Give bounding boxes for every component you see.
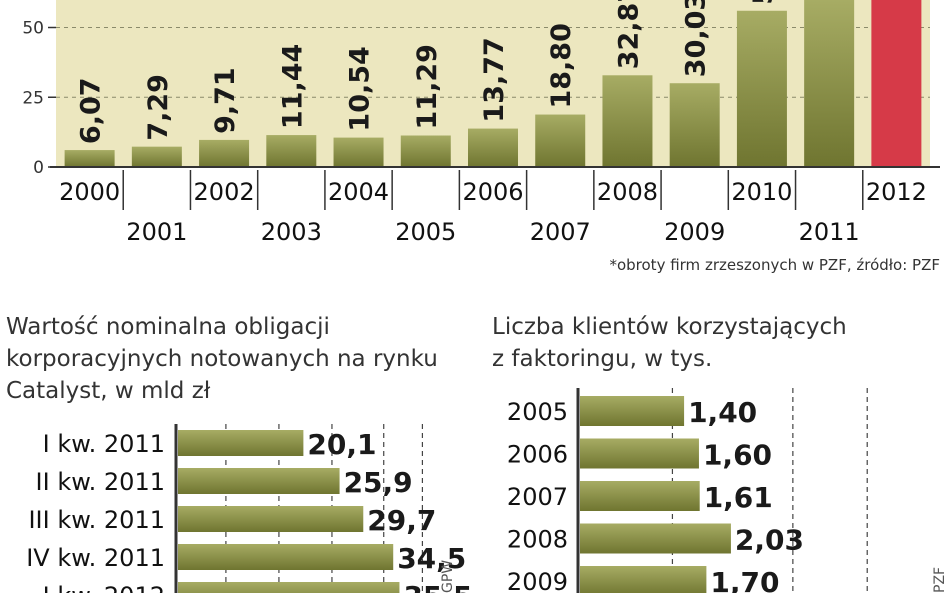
top-bar (64, 150, 115, 167)
top-bar (804, 0, 855, 167)
top-value-label: 32,87 (613, 0, 644, 69)
top-value-label: 30,03 (681, 0, 712, 77)
top-x-tick-label: 2006 (462, 178, 523, 206)
top-y-tick-label: 0 (33, 158, 44, 178)
top-bar (333, 137, 384, 167)
bonds-title-line-1: Wartość nominalna obligacji (6, 314, 330, 340)
top-y-tick-label: 25 (22, 88, 44, 108)
top-value-label: 6,07 (76, 77, 107, 144)
top-bar (400, 135, 451, 167)
top-x-tick-label: 2001 (126, 218, 187, 246)
top-x-tick-label: 2002 (194, 178, 255, 206)
clients-category-label: 2009 (507, 568, 568, 593)
clients-bars: 2005 1,40 2006 1,60 2007 1,61 2008 2,03 2009 1,70 (507, 396, 804, 593)
clients-chart: Liczba klientów korzystających z faktori… (492, 314, 948, 593)
top-value-label: 13,77 (479, 37, 510, 122)
bonds-bar (178, 544, 394, 570)
bonds-chart: Wartość nominalna obligacji korporacyjny… (6, 314, 473, 593)
bonds-category-label: II kw. 2011 (36, 468, 165, 496)
top-x-tick-label: 2010 (731, 178, 792, 206)
clients-bar (580, 566, 707, 593)
bonds-bar (178, 582, 400, 593)
clients-bar (580, 396, 685, 426)
clients-category-label: 2006 (507, 441, 568, 469)
bonds-source: GPW (440, 560, 456, 593)
clients-bar (580, 438, 699, 469)
top-bar (468, 128, 518, 167)
top-x-tick-label: 2011 (799, 218, 860, 246)
clients-bar (580, 481, 700, 511)
bonds-category-label: I kw. 2012 (43, 582, 165, 593)
bonds-bars: I kw. 2011 20,1 II kw. 2011 25,9 III kw. 201… (26, 428, 473, 593)
bonds-category-label: IV kw. 2011 (26, 544, 165, 572)
top-footnote: *obroty firm zrzeszonych w PZF, źródło: … (609, 256, 940, 274)
top-bar (131, 146, 182, 167)
bonds-category-label: I kw. 2011 (43, 430, 165, 458)
bonds-value-label: 29,7 (367, 504, 436, 537)
top-bar-chart: 6,07 7,29 9,71 11,44 10,54 11,29 13,77 18,80 32,… (22, 0, 940, 274)
top-x-tick-label: 2003 (261, 218, 322, 246)
bonds-bar (178, 430, 304, 456)
top-y-ticks: 0 25 50 (22, 19, 56, 178)
top-value-label: 7,29 (143, 74, 174, 141)
bonds-bar (178, 468, 340, 494)
bonds-value-label: 35,5 (403, 580, 472, 593)
bonds-title-line-3: Catalyst, w mld zł (6, 378, 211, 404)
top-value-label: 18,80 (546, 23, 577, 108)
top-x-tick-label: 2000 (59, 178, 120, 206)
top-bar (266, 135, 317, 167)
bonds-value-label: 20,1 (307, 428, 376, 461)
clients-value-label: 1,70 (710, 566, 779, 593)
clients-title-line-2: z faktoringu, w tys. (492, 346, 712, 372)
clients-category-label: 2008 (507, 526, 568, 554)
top-value-label: 11,29 (412, 44, 443, 129)
top-value-label: 5 (748, 0, 779, 5)
top-bar (736, 10, 787, 168)
top-x-tick-label: 2005 (395, 218, 456, 246)
top-bars (64, 0, 922, 168)
clients-bar (580, 523, 731, 554)
top-x-tick-label: 2012 (866, 178, 927, 206)
top-bar (535, 114, 586, 167)
clients-source: PZF (932, 567, 948, 593)
clients-value-label: 2,03 (735, 524, 804, 557)
top-value-labels: 6,07 7,29 9,71 11,44 10,54 11,29 13,77 18,80 32,… (76, 0, 779, 144)
top-value-label: 10,54 (345, 46, 376, 131)
top-bar (669, 83, 720, 167)
top-bar (871, 0, 922, 167)
bonds-category-label: III kw. 2011 (28, 506, 165, 534)
top-value-label: 9,71 (210, 67, 241, 134)
bonds-value-label: 25,9 (344, 466, 413, 499)
clients-value-label: 1,40 (688, 396, 757, 429)
top-bar (199, 139, 250, 167)
clients-category-label: 2007 (507, 483, 568, 511)
clients-value-label: 1,60 (703, 439, 772, 472)
top-x-ticks: 2000200120022003200420052006200720082009… (59, 170, 927, 246)
top-value-label: 11,44 (277, 44, 308, 129)
top-x-tick-label: 2008 (597, 178, 658, 206)
top-x-tick-label: 2007 (530, 218, 591, 246)
top-bar (602, 75, 653, 167)
bonds-value-label: 34,5 (397, 542, 466, 575)
top-y-tick-label: 50 (22, 19, 44, 39)
clients-title-line-1: Liczba klientów korzystających (492, 314, 847, 340)
clients-category-label: 2005 (507, 398, 568, 426)
bonds-bar (178, 506, 364, 532)
top-x-tick-label: 2009 (664, 218, 725, 246)
top-x-tick-label: 2004 (328, 178, 389, 206)
bonds-title-line-2: korporacyjnych notowanych na rynku (6, 346, 438, 372)
clients-value-label: 1,61 (704, 481, 773, 514)
